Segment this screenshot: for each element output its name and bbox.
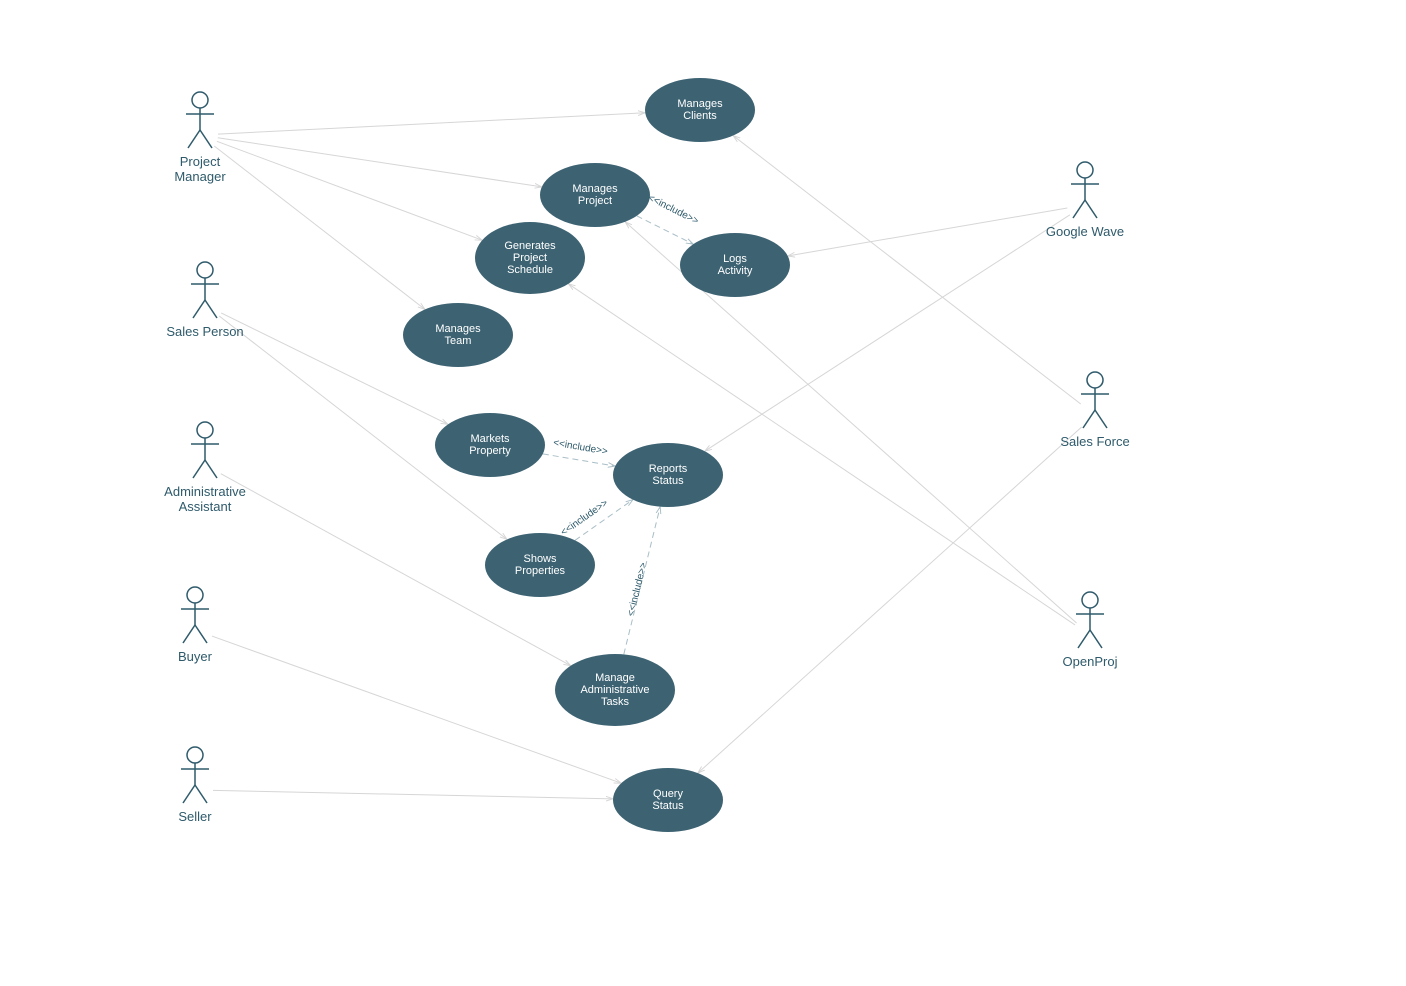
actor-leg-left <box>193 300 205 318</box>
actor-seller: Seller <box>178 747 212 824</box>
actor-label: Sales Force <box>1060 434 1129 449</box>
usecase-label: Logs <box>723 253 747 265</box>
actor-head-icon <box>1077 162 1093 178</box>
usecase-label: Clients <box>683 110 717 122</box>
actor-leg-left <box>188 130 200 148</box>
usecase-project: ManagesProject <box>540 163 650 227</box>
usecase-label: Activity <box>718 265 753 277</box>
association-edge <box>218 138 542 187</box>
actor-label: Manager <box>174 169 226 184</box>
association-edge <box>213 790 613 798</box>
actor-leg-right <box>1095 410 1107 428</box>
usecase-label: Status <box>652 800 684 812</box>
usecase-label: Properties <box>515 565 566 577</box>
actor-head-icon <box>187 587 203 603</box>
usecase-schedule: GeneratesProjectSchedule <box>475 222 585 294</box>
actor-leg-left <box>183 625 195 643</box>
association-edge <box>212 636 621 783</box>
actor-sales: Sales Person <box>166 262 243 339</box>
nodes-layer: ManagesClientsManagesProjectGeneratesPro… <box>164 78 1130 832</box>
actor-label: OpenProj <box>1063 654 1118 669</box>
actor-label: Administrative <box>164 484 246 499</box>
usecase-label: Team <box>445 335 472 347</box>
usecase-logs: LogsActivity <box>680 233 790 297</box>
usecase-label: Administrative <box>580 684 649 696</box>
association-edge <box>217 141 482 240</box>
usecase-label: Status <box>652 475 684 487</box>
actor-leg-right <box>205 460 217 478</box>
actor-label: Sales Person <box>166 324 243 339</box>
usecase-label: Tasks <box>601 696 630 708</box>
actor-leg-left <box>183 785 195 803</box>
usecase-label: Manages <box>677 98 723 110</box>
actor-leg-left <box>1083 410 1095 428</box>
usecase-label: Reports <box>649 463 688 475</box>
actor-leg-right <box>195 625 207 643</box>
actor-head-icon <box>197 422 213 438</box>
actor-label: Buyer <box>178 649 213 664</box>
association-edge <box>214 146 425 309</box>
actor-head-icon <box>192 92 208 108</box>
usecase-label: Manages <box>435 323 481 335</box>
actor-leg-right <box>1085 200 1097 218</box>
association-edge <box>218 113 645 134</box>
usecase-label: Markets <box>470 433 510 445</box>
actor-sforce: Sales Force <box>1060 372 1129 449</box>
usecase-label: Property <box>469 445 511 457</box>
usecase-query: QueryStatus <box>613 768 723 832</box>
actor-head-icon <box>1082 592 1098 608</box>
include-label: <<include>> <box>626 561 650 617</box>
actor-buyer: Buyer <box>178 587 213 664</box>
actor-leg-left <box>1078 630 1090 648</box>
usecase-label: Manage <box>595 672 635 684</box>
actor-label: Project <box>180 154 221 169</box>
usecase-admintask: ManageAdministrativeTasks <box>555 654 675 726</box>
usecase-diagram: <<include>> <<include>> <<include>> <<inclu… <box>0 0 1406 986</box>
actor-leg-right <box>200 130 212 148</box>
actor-leg-left <box>193 460 205 478</box>
usecase-label: Project <box>578 195 612 207</box>
actor-gwave: Google Wave <box>1046 162 1124 239</box>
actor-leg-right <box>195 785 207 803</box>
include-label: <<include>> <box>559 498 610 539</box>
usecase-label: Schedule <box>507 264 553 276</box>
include-label: <<include>> <box>552 438 608 458</box>
usecase-clients: ManagesClients <box>645 78 755 142</box>
actor-label: Assistant <box>179 499 232 514</box>
usecase-shows: ShowsProperties <box>485 533 595 597</box>
actor-openproj: OpenProj <box>1063 592 1118 669</box>
actor-head-icon <box>187 747 203 763</box>
include-label: <<include>> <box>646 193 700 228</box>
usecase-label: Manages <box>572 183 618 195</box>
actor-head-icon <box>197 262 213 278</box>
association-edge <box>788 208 1068 256</box>
actor-admin: AdministrativeAssistant <box>164 422 246 514</box>
actor-label: Google Wave <box>1046 224 1124 239</box>
actor-leg-left <box>1073 200 1085 218</box>
usecase-label: Query <box>653 788 683 800</box>
actor-head-icon <box>1087 372 1103 388</box>
usecase-label: Shows <box>523 553 557 565</box>
usecase-reports: ReportsStatus <box>613 443 723 507</box>
actor-label: Seller <box>178 809 212 824</box>
actor-leg-right <box>205 300 217 318</box>
usecase-team: ManagesTeam <box>403 303 513 367</box>
usecase-label: Project <box>513 252 547 264</box>
actor-leg-right <box>1090 630 1102 648</box>
association-edge <box>698 427 1082 773</box>
usecase-label: Generates <box>504 240 556 252</box>
usecase-markets: MarketsProperty <box>435 413 545 477</box>
